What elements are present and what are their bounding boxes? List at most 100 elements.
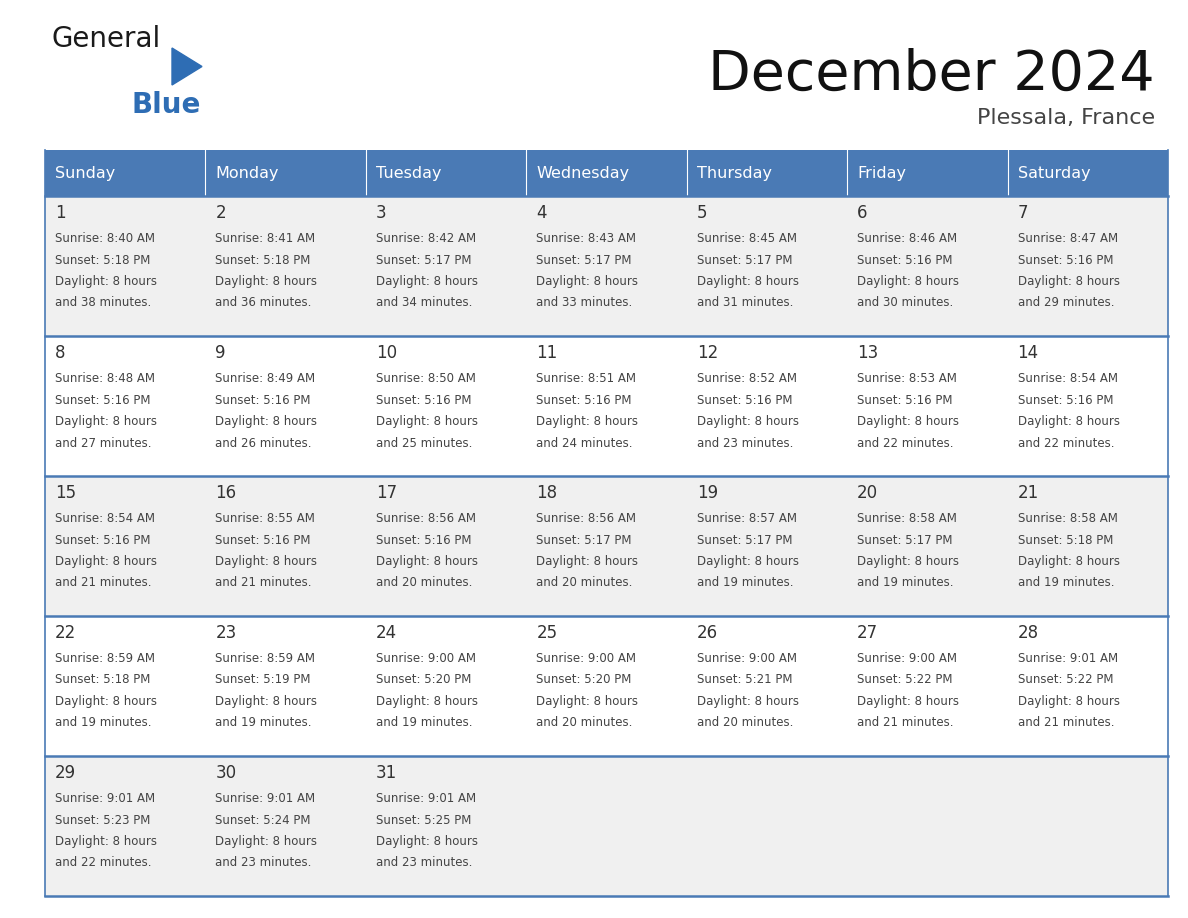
Text: Sunset: 5:24 PM: Sunset: 5:24 PM — [215, 813, 311, 826]
Text: Sunset: 5:16 PM: Sunset: 5:16 PM — [55, 533, 151, 546]
Text: Sunrise: 8:49 AM: Sunrise: 8:49 AM — [215, 372, 316, 385]
Polygon shape — [172, 48, 202, 85]
Text: Sunrise: 9:01 AM: Sunrise: 9:01 AM — [1018, 652, 1118, 665]
Text: Sunset: 5:22 PM: Sunset: 5:22 PM — [858, 674, 953, 687]
Text: Sunset: 5:17 PM: Sunset: 5:17 PM — [858, 533, 953, 546]
Text: and 30 minutes.: and 30 minutes. — [858, 297, 954, 309]
Text: and 27 minutes.: and 27 minutes. — [55, 436, 152, 450]
Text: Daylight: 8 hours: Daylight: 8 hours — [536, 275, 638, 288]
Text: and 33 minutes.: and 33 minutes. — [536, 297, 632, 309]
Text: Sunrise: 9:01 AM: Sunrise: 9:01 AM — [375, 792, 476, 805]
Text: Sunset: 5:20 PM: Sunset: 5:20 PM — [536, 674, 632, 687]
Text: and 22 minutes.: and 22 minutes. — [55, 856, 152, 869]
Text: Monday: Monday — [215, 165, 279, 181]
Text: 17: 17 — [375, 484, 397, 502]
Text: and 26 minutes.: and 26 minutes. — [215, 436, 312, 450]
Text: Daylight: 8 hours: Daylight: 8 hours — [858, 415, 959, 428]
Text: 12: 12 — [696, 344, 718, 362]
Bar — [687, 150, 847, 196]
Text: Sunset: 5:16 PM: Sunset: 5:16 PM — [858, 253, 953, 266]
Text: and 20 minutes.: and 20 minutes. — [536, 577, 633, 589]
Text: and 19 minutes.: and 19 minutes. — [858, 577, 954, 589]
Bar — [45, 476, 1168, 616]
Text: Sunset: 5:17 PM: Sunset: 5:17 PM — [536, 533, 632, 546]
Text: Sunrise: 8:59 AM: Sunrise: 8:59 AM — [215, 652, 316, 665]
Text: Daylight: 8 hours: Daylight: 8 hours — [55, 835, 157, 848]
Text: 31: 31 — [375, 764, 397, 782]
Text: Daylight: 8 hours: Daylight: 8 hours — [536, 695, 638, 708]
Text: 1: 1 — [55, 204, 65, 222]
Text: Sunrise: 8:58 AM: Sunrise: 8:58 AM — [1018, 512, 1118, 525]
Text: Wednesday: Wednesday — [536, 165, 630, 181]
Text: Sunset: 5:16 PM: Sunset: 5:16 PM — [55, 394, 151, 407]
Text: Sunset: 5:22 PM: Sunset: 5:22 PM — [1018, 674, 1113, 687]
Text: Sunrise: 8:51 AM: Sunrise: 8:51 AM — [536, 372, 637, 385]
Text: Sunrise: 8:53 AM: Sunrise: 8:53 AM — [858, 372, 958, 385]
Text: and 21 minutes.: and 21 minutes. — [215, 577, 312, 589]
Text: Sunrise: 8:47 AM: Sunrise: 8:47 AM — [1018, 232, 1118, 245]
Text: Sunrise: 8:54 AM: Sunrise: 8:54 AM — [1018, 372, 1118, 385]
Text: Sunset: 5:21 PM: Sunset: 5:21 PM — [696, 674, 792, 687]
Text: and 23 minutes.: and 23 minutes. — [375, 856, 473, 869]
Text: Sunset: 5:25 PM: Sunset: 5:25 PM — [375, 813, 472, 826]
Text: Sunset: 5:16 PM: Sunset: 5:16 PM — [536, 394, 632, 407]
Text: and 20 minutes.: and 20 minutes. — [696, 717, 794, 730]
Text: 7: 7 — [1018, 204, 1028, 222]
Bar — [366, 150, 526, 196]
Text: Daylight: 8 hours: Daylight: 8 hours — [536, 415, 638, 428]
Text: Daylight: 8 hours: Daylight: 8 hours — [1018, 275, 1119, 288]
Text: 30: 30 — [215, 764, 236, 782]
Text: Sunrise: 8:56 AM: Sunrise: 8:56 AM — [375, 512, 476, 525]
Text: and 36 minutes.: and 36 minutes. — [215, 297, 311, 309]
Bar — [1007, 150, 1168, 196]
Text: 9: 9 — [215, 344, 226, 362]
Text: Tuesday: Tuesday — [375, 165, 442, 181]
Bar — [847, 150, 1007, 196]
Text: and 23 minutes.: and 23 minutes. — [696, 436, 794, 450]
Text: and 24 minutes.: and 24 minutes. — [536, 436, 633, 450]
Text: and 19 minutes.: and 19 minutes. — [696, 577, 794, 589]
Text: Sunset: 5:16 PM: Sunset: 5:16 PM — [215, 533, 311, 546]
Text: Daylight: 8 hours: Daylight: 8 hours — [1018, 555, 1119, 568]
Text: Daylight: 8 hours: Daylight: 8 hours — [375, 275, 478, 288]
Text: 28: 28 — [1018, 624, 1038, 642]
Text: Sunset: 5:17 PM: Sunset: 5:17 PM — [375, 253, 472, 266]
Text: and 34 minutes.: and 34 minutes. — [375, 297, 473, 309]
Text: 22: 22 — [55, 624, 76, 642]
Text: 6: 6 — [858, 204, 867, 222]
Text: Thursday: Thursday — [696, 165, 772, 181]
Text: and 21 minutes.: and 21 minutes. — [858, 717, 954, 730]
Text: Sunset: 5:16 PM: Sunset: 5:16 PM — [375, 533, 472, 546]
Text: Daylight: 8 hours: Daylight: 8 hours — [696, 555, 798, 568]
Text: and 19 minutes.: and 19 minutes. — [1018, 577, 1114, 589]
Text: Daylight: 8 hours: Daylight: 8 hours — [696, 695, 798, 708]
Text: and 31 minutes.: and 31 minutes. — [696, 297, 794, 309]
Text: Sunrise: 8:40 AM: Sunrise: 8:40 AM — [55, 232, 154, 245]
Text: Daylight: 8 hours: Daylight: 8 hours — [215, 555, 317, 568]
Text: Sunrise: 8:43 AM: Sunrise: 8:43 AM — [536, 232, 637, 245]
Text: Sunrise: 8:45 AM: Sunrise: 8:45 AM — [696, 232, 797, 245]
Text: 29: 29 — [55, 764, 76, 782]
Text: Sunrise: 9:00 AM: Sunrise: 9:00 AM — [536, 652, 637, 665]
Text: 16: 16 — [215, 484, 236, 502]
Text: Daylight: 8 hours: Daylight: 8 hours — [858, 275, 959, 288]
Text: Sunset: 5:17 PM: Sunset: 5:17 PM — [696, 533, 792, 546]
Text: Sunrise: 8:57 AM: Sunrise: 8:57 AM — [696, 512, 797, 525]
Text: 5: 5 — [696, 204, 707, 222]
Text: 27: 27 — [858, 624, 878, 642]
Text: Sunset: 5:18 PM: Sunset: 5:18 PM — [55, 253, 151, 266]
Text: Plessala, France: Plessala, France — [977, 108, 1155, 128]
Text: Sunset: 5:16 PM: Sunset: 5:16 PM — [215, 394, 311, 407]
Text: Sunrise: 8:59 AM: Sunrise: 8:59 AM — [55, 652, 154, 665]
Text: General: General — [52, 25, 162, 53]
Text: Sunrise: 8:55 AM: Sunrise: 8:55 AM — [215, 512, 315, 525]
Text: Daylight: 8 hours: Daylight: 8 hours — [1018, 695, 1119, 708]
Text: and 29 minutes.: and 29 minutes. — [1018, 297, 1114, 309]
Text: Sunset: 5:16 PM: Sunset: 5:16 PM — [1018, 253, 1113, 266]
Text: December 2024: December 2024 — [708, 48, 1155, 102]
Text: 20: 20 — [858, 484, 878, 502]
Text: Sunrise: 8:50 AM: Sunrise: 8:50 AM — [375, 372, 475, 385]
Text: 8: 8 — [55, 344, 65, 362]
Bar — [45, 336, 1168, 476]
Text: Sunrise: 9:00 AM: Sunrise: 9:00 AM — [858, 652, 958, 665]
